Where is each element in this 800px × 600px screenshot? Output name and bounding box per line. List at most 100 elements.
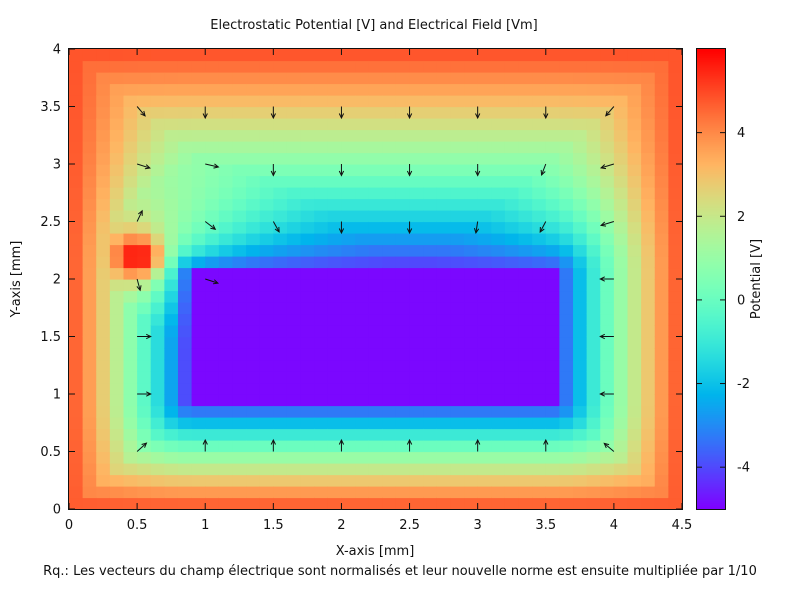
heatmap-cell — [545, 118, 560, 131]
heatmap-cell — [545, 440, 560, 453]
heatmap-cell — [600, 198, 615, 211]
heatmap-cell — [218, 233, 234, 246]
heatmap-cell — [246, 451, 261, 464]
field-vector — [204, 221, 217, 230]
heatmap-cell — [123, 428, 138, 441]
heatmap-cell — [668, 175, 683, 188]
colorbar-band — [697, 241, 725, 244]
heatmap-cell — [641, 244, 656, 257]
heatmap-cell — [232, 371, 247, 384]
heatmap-cell — [137, 72, 152, 85]
heatmap-cell — [150, 267, 165, 280]
heatmap-cell — [177, 325, 193, 338]
heatmap-cell — [109, 72, 125, 85]
heatmap-cell — [382, 256, 397, 269]
heatmap-cell — [96, 394, 111, 407]
heatmap-cell — [668, 325, 683, 338]
heatmap-cell — [382, 221, 397, 234]
heatmap-cell — [150, 164, 165, 177]
heatmap-cell — [259, 371, 274, 384]
heatmap-cell — [164, 106, 179, 119]
heatmap-cell — [613, 497, 629, 510]
heatmap-cell — [395, 463, 411, 476]
field-vector — [543, 106, 549, 120]
heatmap-cell — [518, 325, 533, 338]
heatmap-cell — [69, 187, 84, 200]
heatmap-cell — [246, 325, 261, 338]
heatmap-cell — [355, 244, 370, 257]
heatmap-cell — [327, 72, 343, 85]
heatmap-cell — [477, 486, 492, 499]
heatmap-cell — [137, 440, 152, 453]
colorbar-band — [697, 171, 725, 174]
heatmap-cell — [436, 221, 452, 234]
heatmap-cell — [600, 49, 615, 62]
heatmap-cell — [518, 244, 533, 257]
heatmap-cell — [355, 474, 370, 487]
heatmap-cell — [545, 497, 560, 510]
heatmap-cell — [559, 244, 574, 257]
heatmap-cell — [518, 302, 533, 315]
heatmap-cell — [109, 118, 125, 131]
heatmap-cell — [191, 49, 206, 62]
colorbar-band — [697, 225, 725, 228]
heatmap-cell — [654, 106, 669, 119]
field-vector-head — [136, 285, 142, 292]
heatmap-cell — [668, 417, 683, 430]
heatmap-cell — [82, 141, 97, 154]
heatmap-cell — [355, 382, 370, 395]
heatmap-cell — [436, 371, 452, 384]
heatmap-cell — [314, 221, 329, 234]
colorbar-band — [697, 113, 725, 116]
heatmap-cell — [191, 302, 206, 315]
heatmap-cell — [164, 152, 179, 165]
heatmap-cell — [368, 221, 383, 234]
heatmap-cell — [436, 486, 452, 499]
colorbar-band — [697, 435, 725, 438]
heatmap-cell — [96, 141, 111, 154]
heatmap-cell — [504, 440, 520, 453]
heatmap-cell — [423, 221, 438, 234]
heatmap-cell — [382, 474, 397, 487]
heatmap-cell — [232, 325, 247, 338]
heatmap-cell — [109, 267, 125, 280]
heatmap-cell — [191, 267, 206, 280]
heatmap-cell — [518, 474, 533, 487]
heatmap-cell — [491, 256, 506, 269]
field-vector-head — [270, 438, 276, 445]
heatmap-cell — [627, 152, 642, 165]
heatmap-cell — [191, 382, 206, 395]
heatmap-cell — [368, 405, 383, 418]
heatmap-cell — [164, 486, 179, 499]
heatmap-cell — [327, 463, 343, 476]
heatmap-cell — [368, 210, 383, 223]
heatmap-cell — [205, 210, 220, 223]
heatmap-cell — [559, 451, 574, 464]
colorbar-band — [697, 447, 725, 450]
heatmap-cell — [395, 359, 411, 372]
heatmap-cell — [164, 474, 179, 487]
heatmap-cell — [423, 95, 438, 108]
colorbar-band — [697, 365, 725, 368]
heatmap-cell — [177, 382, 193, 395]
heatmap-cell — [341, 486, 356, 499]
heatmap-cell — [464, 313, 479, 326]
heatmap-cell — [341, 474, 356, 487]
heatmap-cell — [273, 210, 288, 223]
heatmap-cell — [327, 382, 343, 395]
colorbar-band — [697, 289, 725, 292]
heatmap-cell — [327, 244, 343, 257]
heatmap-cell — [573, 348, 588, 361]
heatmap-cell — [382, 359, 397, 372]
field-vector — [605, 106, 615, 117]
heatmap-cell — [218, 256, 234, 269]
heatmap-cell — [314, 497, 329, 510]
heatmap-cell — [586, 394, 601, 407]
heatmap-cell — [464, 60, 479, 73]
heatmap-cell — [518, 463, 533, 476]
heatmap-cell — [654, 359, 669, 372]
heatmap-cell — [123, 106, 138, 119]
heatmap-cell — [573, 106, 588, 119]
heatmap-cell — [627, 290, 642, 303]
colorbar-band — [697, 61, 725, 64]
